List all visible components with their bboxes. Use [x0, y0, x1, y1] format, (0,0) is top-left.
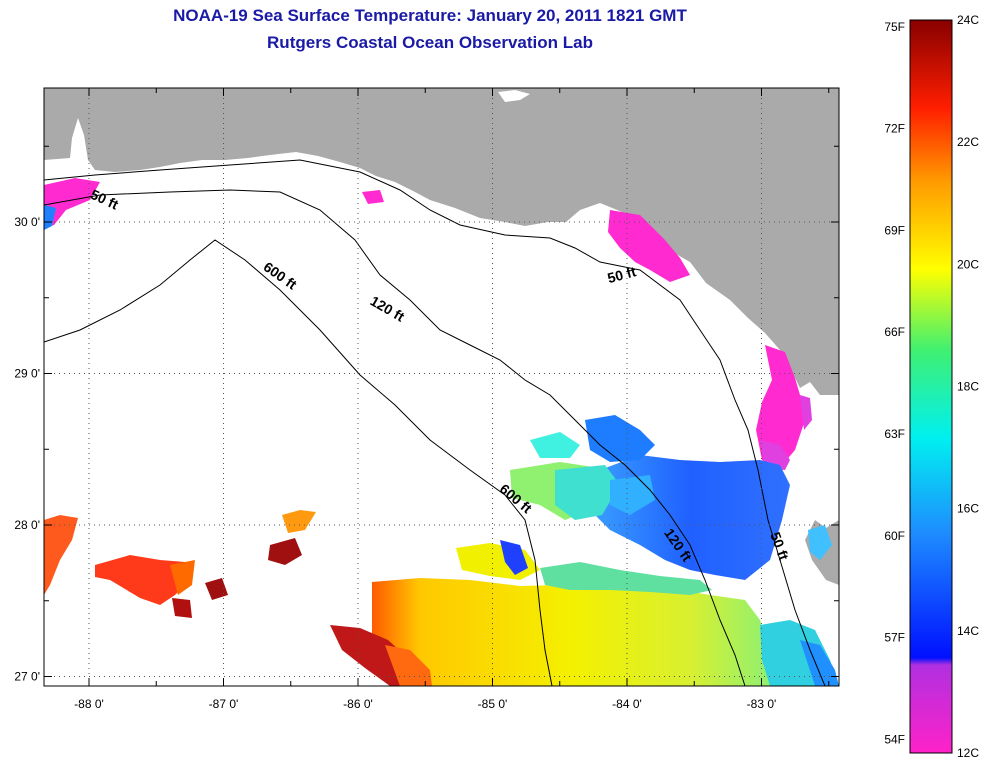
- colorbar-f-label: 57F: [884, 631, 905, 645]
- depth-contours: [44, 159, 826, 686]
- lon-label: -84 0': [612, 697, 642, 711]
- colorbar-f-label: 69F: [884, 223, 905, 237]
- lat-label: 28 0': [14, 518, 40, 532]
- map-subtitle: Rutgers Coastal Ocean Observation Lab: [267, 33, 593, 52]
- colorbar-f-label: 75F: [884, 20, 905, 34]
- latitude-labels: 30 0' 29 0' 28 0' 27 0': [14, 215, 40, 684]
- contour-50ft: [44, 159, 826, 686]
- colorbar: [909, 19, 953, 754]
- contour-600ft: [44, 239, 553, 686]
- colorbar-c-label: 24C: [957, 13, 979, 27]
- lon-label: -86 0': [343, 697, 373, 711]
- colorbar-c-label: 22C: [957, 135, 979, 149]
- lon-label: -87 0': [209, 697, 239, 711]
- colorbar-fahrenheit-labels: 75F 72F 69F 66F 63F 60F 57F 54F: [884, 20, 905, 747]
- graticule: [44, 88, 839, 686]
- lake: [498, 90, 530, 102]
- colorbar-f-label: 60F: [884, 529, 905, 543]
- colorbar-c-label: 16C: [957, 502, 979, 516]
- colorbar-celsius-labels: 24C 22C 20C 18C 16C 14C 12C: [957, 13, 979, 760]
- lon-label: -85 0': [478, 697, 508, 711]
- longitude-labels: -88 0' -87 0' -86 0' -85 0' -84 0' -83 0': [74, 697, 776, 711]
- map-frame: [43, 87, 840, 687]
- colorbar-c-label: 18C: [957, 380, 979, 394]
- lat-label: 27 0': [14, 670, 40, 684]
- colorbar-c-label: 14C: [957, 624, 979, 638]
- colorbar-c-label: 12C: [957, 746, 979, 760]
- colorbar-f-label: 54F: [884, 732, 905, 746]
- lon-label: -88 0': [74, 697, 104, 711]
- lat-label: 29 0': [14, 367, 40, 381]
- colorbar-f-label: 66F: [884, 325, 905, 339]
- sst-patches: [44, 178, 839, 686]
- colorbar-f-label: 63F: [884, 427, 905, 441]
- colorbar-c-label: 20C: [957, 257, 979, 271]
- lon-label: -83 0': [747, 697, 777, 711]
- colorbar-f-label: 72F: [884, 122, 905, 136]
- lat-label: 30 0': [14, 215, 40, 229]
- contour-label: 50 ft: [606, 263, 638, 286]
- contour-120ft: [44, 189, 746, 686]
- land-mass: [44, 88, 839, 395]
- map-title: NOAA-19 Sea Surface Temperature: January…: [173, 6, 687, 25]
